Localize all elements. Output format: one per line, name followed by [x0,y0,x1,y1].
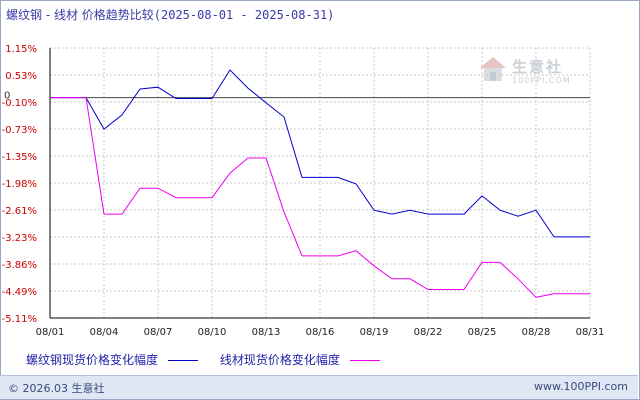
x-axis-labels: 08/01 08/04 08/07 08/10 08/13 08/16 08/19 08/22… [36,327,605,338]
copyright-text: © 2026.03 生意社 [8,382,105,395]
x-tick-label: 08/01 [36,327,65,338]
y-tick-label: -1.35% [2,152,37,163]
y-tick-label: -0.73% [2,125,37,136]
x-tick-label: 08/04 [90,327,119,338]
y-tick-label: -3.23% [2,233,37,244]
watermark-text: 生意社 [512,58,564,76]
y-tick-label: 0.53% [5,71,37,82]
y-tick-label: -0.10% [2,98,37,109]
x-tick-label: 08/07 [144,327,173,338]
series-line-0 [50,69,590,238]
x-tick-label: 08/16 [306,327,335,338]
y-tick-label: -5.11% [2,314,37,325]
y-tick-label: 1.15% [5,44,37,55]
y-zero-label: 0 [4,91,10,102]
x-tick-label: 08/28 [522,327,551,338]
y-tick-label: -2.61% [2,206,37,217]
watermark-logo: 生意社 100PPI.COM [478,54,578,94]
y-axis-labels: 1.15% 0.53% -0.10% -0.73% -1.35% -1.98% -2.61%… [2,44,37,325]
watermark-sub: 100PPI.COM [512,76,571,85]
x-tick-label: 08/25 [468,327,497,338]
legend-label-rebar: 螺纹钢现货价格变化幅度 [26,353,159,367]
footer-bar: © 2026.03 生意社 www.100PPI.com [0,375,638,399]
chart-title-range: (2025-08-01 - 2025-08-31) [153,8,335,22]
house-icon [480,57,506,81]
series-line-1 [50,97,590,298]
legend: 螺纹钢现货价格变化幅度 线材现货价格变化幅度 [26,351,398,368]
y-tick-label: -4.49% [2,287,37,298]
legend-item-wire: 线材现货价格变化幅度 [220,351,380,368]
x-tick-label: 08/22 [414,327,443,338]
site-link[interactable]: www.100PPI.com [534,380,628,393]
x-tick-label: 08/10 [198,327,227,338]
y-tick-label: -1.98% [2,179,37,190]
chart-title: 螺纹钢 - 线材 价格趋势比较(2025-08-01 - 2025-08-31) [6,6,334,23]
legend-swatch-wire [349,360,380,361]
legend-swatch-rebar [168,360,199,361]
chart-title-main: 螺纹钢 - 线材 价格趋势比较 [6,8,154,22]
legend-label-wire: 线材现货价格变化幅度 [219,353,340,367]
grid [49,47,591,319]
x-tick-label: 08/13 [252,327,281,338]
series-lines [50,69,590,298]
x-tick-label: 08/31 [576,327,605,338]
legend-item-rebar: 螺纹钢现货价格变化幅度 [26,351,199,368]
axes [49,48,590,319]
y-tick-label: -3.86% [2,260,37,271]
x-tick-label: 08/19 [360,327,389,338]
